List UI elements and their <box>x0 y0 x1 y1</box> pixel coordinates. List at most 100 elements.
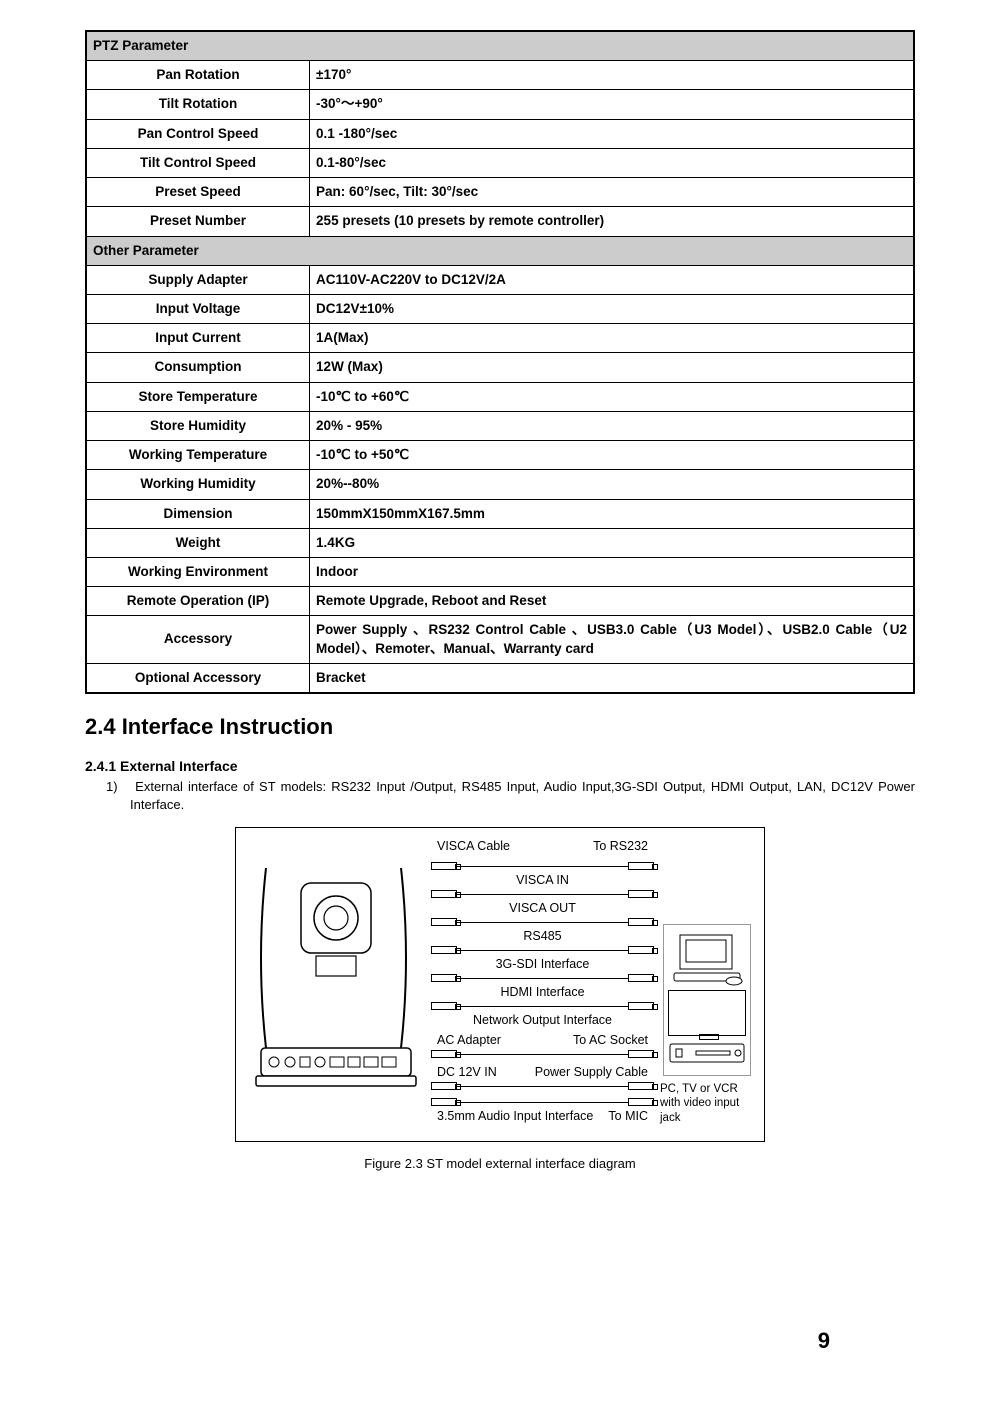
row-value: 20% - 95% <box>310 411 914 440</box>
list-number: 1) <box>106 778 130 796</box>
row-label: Accessory <box>86 616 310 663</box>
table-row: Working EnvironmentIndoor <box>86 557 914 586</box>
label-power-supply-cable: Power Supply Cable <box>535 1065 648 1079</box>
table-row: Store Humidity20% - 95% <box>86 411 914 440</box>
list-text: External interface of ST models: RS232 I… <box>130 779 915 812</box>
cable-label: HDMI Interface <box>500 985 584 999</box>
row-value: -30°～+90° <box>310 90 914 119</box>
table-row: Working Humidity20%--80% <box>86 470 914 499</box>
vcr-icon <box>668 1042 746 1066</box>
ac-adapter-row: AC Adapter To AC Socket <box>431 1032 654 1060</box>
row-label: Store Humidity <box>86 411 310 440</box>
table-section-header: Other Parameter <box>86 236 914 265</box>
diagram-right: PC, TV or VCR with video input jack <box>654 838 754 1131</box>
label-to-ac-socket: To AC Socket <box>573 1033 648 1047</box>
cable-label: 3G-SDI Interface <box>496 957 590 971</box>
table-row: Pan Rotation±170° <box>86 61 914 90</box>
spec-table: PTZ ParameterPan Rotation±170°Tilt Rotat… <box>85 30 915 694</box>
cable-label: VISCA IN <box>516 873 569 887</box>
label-audio-input: 3.5mm Audio Input Interface <box>437 1109 593 1123</box>
row-label: Store Temperature <box>86 382 310 411</box>
dc-row: DC 12V IN Power Supply Cable <box>431 1064 654 1092</box>
camera-icon <box>246 838 421 1128</box>
cable-row: VISCA OUT <box>431 888 654 916</box>
row-label: Weight <box>86 528 310 557</box>
table-row: Input Current1A(Max) <box>86 324 914 353</box>
table-row: Tilt Control Speed0.1-80°/sec <box>86 148 914 177</box>
row-value: 12W (Max) <box>310 353 914 382</box>
table-section-header: PTZ Parameter <box>86 31 914 61</box>
table-row: AccessoryPower Supply 、RS232 Control Cab… <box>86 616 914 663</box>
row-value: DC12V±10% <box>310 294 914 323</box>
table-row: Dimension150mmX150mmX167.5mm <box>86 499 914 528</box>
row-value: Remote Upgrade, Reboot and Reset <box>310 587 914 616</box>
diagram-cables: VISCA Cable To RS232 VISCA IN VISCA OUT RS… <box>431 838 654 1131</box>
row-label: Remote Operation (IP) <box>86 587 310 616</box>
row-value: 1.4KG <box>310 528 914 557</box>
row-label: Tilt Control Speed <box>86 148 310 177</box>
row-label: Preset Speed <box>86 178 310 207</box>
row-label: Preset Number <box>86 207 310 236</box>
table-row: Weight1.4KG <box>86 528 914 557</box>
row-value: 150mmX150mmX167.5mm <box>310 499 914 528</box>
table-row: Preset SpeedPan: 60°/sec, Tilt: 30°/sec <box>86 178 914 207</box>
table-row: Tilt Rotation-30°～+90° <box>86 90 914 119</box>
label-ac-adapter: AC Adapter <box>437 1033 501 1047</box>
cable-row: Network Output Interface <box>431 1000 654 1028</box>
body-text: 1) External interface of ST models: RS23… <box>130 778 915 813</box>
label-visca-cable: VISCA Cable <box>437 839 510 853</box>
cable-label: Network Output Interface <box>473 1013 612 1027</box>
row-value: -10℃ to +50℃ <box>310 441 914 470</box>
row-label: Input Voltage <box>86 294 310 323</box>
row-value: 0.1 -180°/sec <box>310 119 914 148</box>
row-value: Power Supply 、RS232 Control Cable 、USB3.… <box>310 616 914 663</box>
table-row: Preset Number255 presets (10 presets by … <box>86 207 914 236</box>
cable-label: VISCA OUT <box>509 901 576 915</box>
row-value: 20%--80% <box>310 470 914 499</box>
label-to-rs232: To RS232 <box>593 839 648 853</box>
cable-row: 3G-SDI Interface <box>431 944 654 972</box>
page-number: 9 <box>818 1328 830 1354</box>
label-dc12vin: DC 12V IN <box>437 1065 497 1079</box>
row-label: Working Humidity <box>86 470 310 499</box>
row-value: Pan: 60°/sec, Tilt: 30°/sec <box>310 178 914 207</box>
cable-row: HDMI Interface <box>431 972 654 1000</box>
cable-row: VISCA IN <box>431 860 654 888</box>
pc-icon <box>668 931 746 987</box>
row-value: -10℃ to +60℃ <box>310 382 914 411</box>
row-label: Pan Control Speed <box>86 119 310 148</box>
row-label: Optional Accessory <box>86 663 310 693</box>
row-value: Indoor <box>310 557 914 586</box>
cable-row: RS485 <box>431 916 654 944</box>
audio-row: 3.5mm Audio Input Interface To MIC <box>431 1096 654 1124</box>
table-row: Pan Control Speed0.1 -180°/sec <box>86 119 914 148</box>
row-value: 255 presets (10 presets by remote contro… <box>310 207 914 236</box>
table-row: Input VoltageDC12V±10% <box>86 294 914 323</box>
row-value: AC110V-AC220V to DC12V/2A <box>310 265 914 294</box>
row-value: 0.1-80°/sec <box>310 148 914 177</box>
row-label: Consumption <box>86 353 310 382</box>
row-label: Supply Adapter <box>86 265 310 294</box>
diagram-camera <box>246 838 431 1131</box>
row-label: Dimension <box>86 499 310 528</box>
row-label: Working Temperature <box>86 441 310 470</box>
interface-diagram: VISCA Cable To RS232 VISCA IN VISCA OUT RS… <box>235 827 765 1142</box>
right-caption: PC, TV or VCR with video input jack <box>660 1082 754 1125</box>
figure-caption: Figure 2.3 ST model external interface d… <box>85 1156 915 1171</box>
row-value: Bracket <box>310 663 914 693</box>
table-row: Supply AdapterAC110V-AC220V to DC12V/2A <box>86 265 914 294</box>
row-label: Tilt Rotation <box>86 90 310 119</box>
row-value: ±170° <box>310 61 914 90</box>
table-row: Optional AccessoryBracket <box>86 663 914 693</box>
table-row: Remote Operation (IP)Remote Upgrade, Reb… <box>86 587 914 616</box>
subsection-title: 2.4.1 External Interface <box>85 758 915 774</box>
tv-icon <box>668 990 746 1036</box>
table-row: Store Temperature-10℃ to +60℃ <box>86 382 914 411</box>
label-to-mic: To MIC <box>608 1109 648 1123</box>
row-value: 1A(Max) <box>310 324 914 353</box>
row-label: Input Current <box>86 324 310 353</box>
row-label: Pan Rotation <box>86 61 310 90</box>
cable-label: RS485 <box>523 929 561 943</box>
section-title: 2.4 Interface Instruction <box>85 714 915 740</box>
row-label: Working Environment <box>86 557 310 586</box>
